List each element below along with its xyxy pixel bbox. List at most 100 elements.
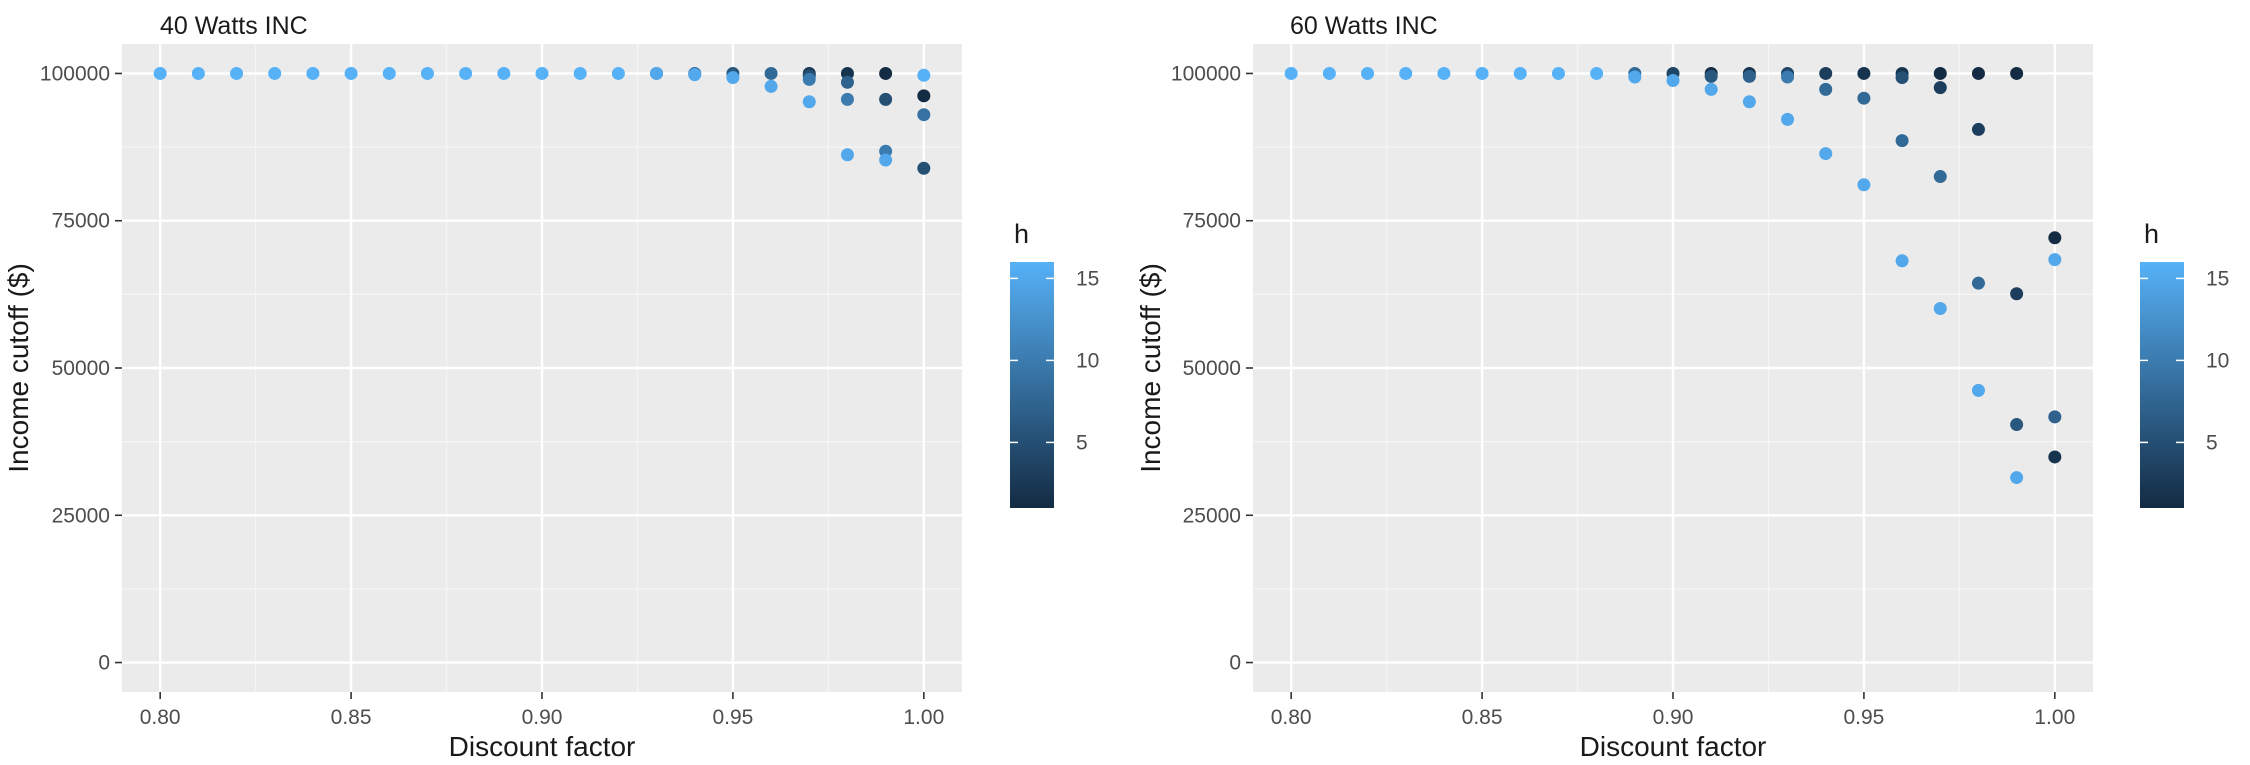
- data-point: [764, 79, 778, 93]
- data-point: [1742, 69, 1756, 83]
- data-point: [1971, 122, 1985, 136]
- data-point: [840, 75, 854, 89]
- y-axis-title: Income cutoff ($): [3, 263, 34, 473]
- x-axis-title: Discount factor: [449, 731, 636, 762]
- y-tick-label: 25000: [52, 504, 110, 527]
- data-point: [879, 153, 893, 167]
- data-point: [1399, 66, 1413, 80]
- x-axis-title: Discount factor: [1580, 731, 1767, 762]
- data-point: [917, 68, 931, 82]
- data-point: [2010, 418, 2024, 432]
- data-point: [1437, 66, 1451, 80]
- data-point: [1857, 178, 1871, 192]
- legend-tick-label: 10: [2206, 349, 2229, 372]
- y-tick-label: 75000: [1183, 210, 1241, 233]
- data-point: [840, 148, 854, 162]
- data-point: [535, 66, 549, 80]
- data-point: [2048, 253, 2062, 267]
- data-point: [2010, 471, 2024, 485]
- data-point: [1628, 70, 1642, 84]
- data-point: [1781, 70, 1795, 84]
- legend-tick-label: 10: [1076, 349, 1099, 372]
- y-tick-label: 50000: [52, 357, 110, 380]
- data-point: [497, 66, 511, 80]
- data-point: [1933, 66, 1947, 80]
- data-point: [802, 95, 816, 109]
- data-point: [1895, 71, 1909, 85]
- data-point: [1704, 69, 1718, 83]
- legend-title: h: [1014, 219, 1029, 249]
- data-point: [802, 72, 816, 86]
- data-point: [2010, 287, 2024, 301]
- data-point: [1704, 82, 1718, 96]
- data-point: [459, 66, 473, 80]
- data-point: [1933, 170, 1947, 184]
- chart-panel-2: 0.80 0.85 0.90 0.95 1.00 0 25000 50000 75000 1000…: [1135, 12, 2229, 762]
- y-tick-label: 25000: [1183, 504, 1241, 527]
- x-tick-label: 0.95: [1843, 706, 1884, 729]
- data-point: [1742, 95, 1756, 109]
- data-point: [1361, 66, 1375, 80]
- data-point: [2048, 450, 2062, 464]
- data-point: [1857, 91, 1871, 105]
- data-point: [726, 71, 740, 85]
- data-point: [1551, 66, 1565, 80]
- data-point: [1971, 66, 1985, 80]
- x-tick-label: 0.90: [1653, 706, 1694, 729]
- data-point: [611, 66, 625, 80]
- data-point: [420, 66, 434, 80]
- y-tick-label: 100000: [40, 62, 110, 85]
- data-point: [2010, 66, 2024, 80]
- data-point: [573, 66, 587, 80]
- data-point: [344, 66, 358, 80]
- panel-title: 60 Watts INC: [1290, 12, 1438, 40]
- y-tick-label: 0: [1229, 652, 1241, 675]
- data-point: [688, 68, 702, 82]
- data-point: [917, 89, 931, 103]
- data-point: [1819, 82, 1833, 96]
- data-point: [1933, 81, 1947, 95]
- x-tick-label: 0.80: [140, 706, 181, 729]
- data-point: [2048, 231, 2062, 245]
- x-tick-label: 1.00: [903, 706, 944, 729]
- x-tick-label: 0.85: [331, 706, 372, 729]
- x-tick-label: 1.00: [2034, 706, 2075, 729]
- data-point: [1513, 66, 1527, 80]
- data-point: [1590, 66, 1604, 80]
- data-point: [1666, 74, 1680, 88]
- legend-tick-label: 15: [2206, 267, 2229, 290]
- data-point: [306, 66, 320, 80]
- data-point: [1933, 302, 1947, 316]
- data-point: [1857, 66, 1871, 80]
- data-point: [230, 66, 244, 80]
- y-tick-label: 75000: [52, 210, 110, 233]
- data-point: [191, 66, 205, 80]
- y-axis-title: Income cutoff ($): [1135, 263, 1166, 473]
- data-point: [1895, 134, 1909, 148]
- data-point: [1895, 254, 1909, 268]
- panel-title: 40 Watts INC: [160, 12, 308, 40]
- legend-colorbar: [2140, 262, 2184, 508]
- data-point: [1475, 66, 1489, 80]
- legend-tick-label: 5: [2206, 431, 2218, 454]
- legend-colorbar: [1010, 262, 1054, 508]
- color-legend: h 5 10 15: [2140, 219, 2229, 508]
- y-tick-label: 0: [98, 652, 110, 675]
- chart-panel-1: 0.80 0.85 0.90 0.95 1.00 0 25000 50000 75000 1000…: [3, 12, 1099, 762]
- data-point: [764, 66, 778, 80]
- data-point: [1781, 112, 1795, 126]
- x-tick-label: 0.85: [1462, 706, 1503, 729]
- x-tick-label: 0.95: [712, 706, 753, 729]
- color-legend: h 5 10 15: [1010, 219, 1099, 508]
- data-point: [268, 66, 282, 80]
- data-point: [2048, 410, 2062, 424]
- data-point: [1284, 66, 1298, 80]
- y-tick-label: 100000: [1171, 62, 1241, 85]
- data-point: [1322, 66, 1336, 80]
- x-tick-label: 0.80: [1271, 706, 1312, 729]
- legend-tick-label: 15: [1076, 267, 1099, 290]
- data-point: [1971, 383, 1985, 397]
- legend-tick-label: 5: [1076, 431, 1088, 454]
- data-point: [879, 66, 893, 80]
